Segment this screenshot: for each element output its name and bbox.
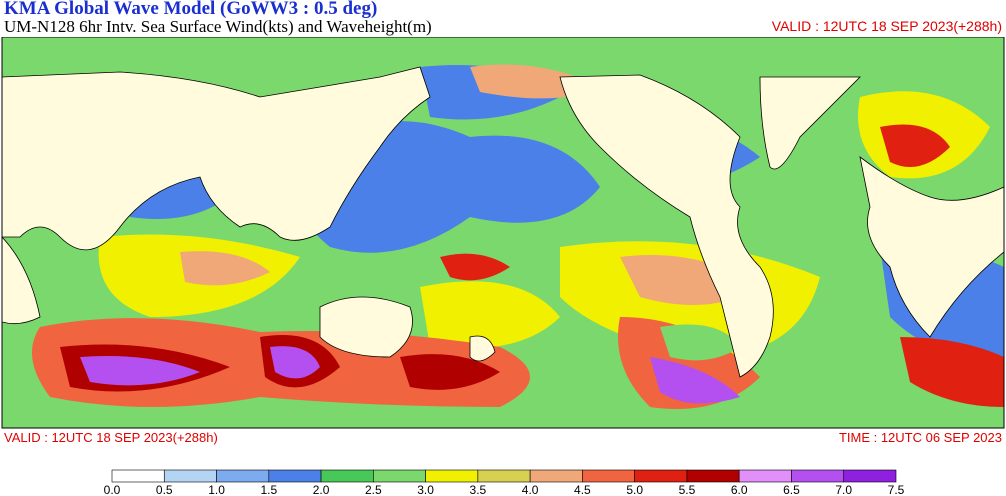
color-swatch	[425, 469, 479, 483]
color-swatch	[529, 469, 583, 483]
color-swatch	[320, 469, 374, 483]
colorbar-label: 7.0	[835, 483, 852, 496]
color-swatch	[163, 469, 217, 483]
colorbar: 0.0 0.5 1.0 1.5 2.0 2.5 3.0 3.5 4.0 4.5 5.0 5.5 6.0 6…	[104, 469, 905, 496]
color-swatch	[111, 469, 165, 483]
colorbar-label: 6.5	[783, 483, 800, 496]
colorbar-label: 0.5	[156, 483, 173, 496]
colorbar-label: 5.0	[626, 483, 643, 496]
color-swatch	[634, 469, 688, 483]
color-swatch	[373, 469, 426, 483]
color-swatch	[843, 469, 897, 483]
colorbar-label: 4.5	[574, 483, 591, 496]
color-swatch	[582, 469, 635, 483]
colorbar-label: 1.5	[260, 483, 277, 496]
colorbar-label: 4.0	[522, 483, 539, 496]
valid-time: VALID : 12UTC 18 SEP 2023(+288h)	[771, 18, 1002, 34]
colorbar-label: 2.5	[365, 483, 382, 496]
color-swatch	[686, 469, 740, 483]
subtitle: UM-N128 6hr Intv. Sea Surface Wind(kts) …	[4, 17, 432, 36]
init-time: TIME : 12UTC 06 SEP 2023	[838, 430, 1002, 445]
colorbar-label: 0.0	[104, 483, 121, 496]
valid-time: VALID : 12UTC 18 SEP 2023(+288h)	[4, 430, 218, 445]
color-swatch	[738, 469, 792, 483]
color-swatch	[791, 469, 845, 483]
color-swatch	[216, 469, 270, 483]
colorbar-label: 5.5	[679, 483, 696, 496]
color-swatch	[477, 469, 531, 483]
colorbar-label: 6.0	[731, 483, 748, 496]
colorbar-label: 7.5	[888, 483, 905, 496]
title: KMA Global Wave Model (GoWW3 : 0.5 deg)	[4, 0, 378, 19]
colorbar-label: 3.0	[417, 483, 434, 496]
wave-map	[1, 37, 1005, 429]
colorbar-label: 1.0	[208, 483, 225, 496]
colorbar-label: 3.5	[470, 483, 487, 496]
color-swatch	[268, 469, 322, 483]
colorbar-label: 2.0	[313, 483, 330, 496]
